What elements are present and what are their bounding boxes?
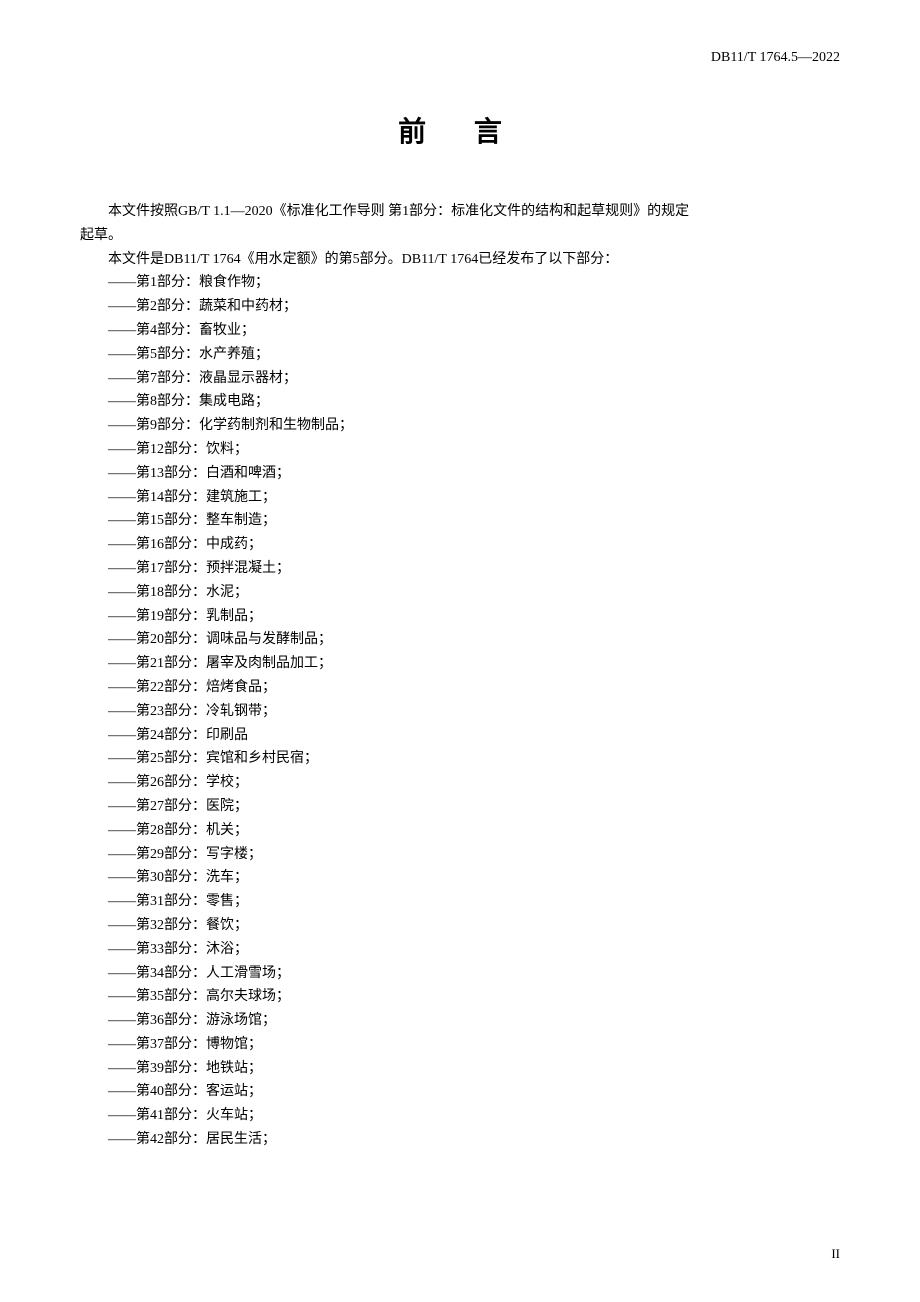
list-item: ——第32部分：餐饮； [80, 914, 840, 938]
list-item: ——第35部分：高尔夫球场； [80, 985, 840, 1009]
list-item: ——第14部分：建筑施工； [80, 486, 840, 510]
intro-paragraph-1: 本文件按照GB/T 1.1—2020《标准化工作导则 第1部分：标准化文件的结构… [80, 200, 840, 224]
list-item: ——第21部分：屠宰及肉制品加工； [80, 652, 840, 676]
list-item: ——第42部分：居民生活； [80, 1128, 840, 1152]
list-item: ——第1部分：粮食作物； [80, 271, 840, 295]
list-item: ——第19部分：乳制品； [80, 605, 840, 629]
list-item: ——第34部分：人工滑雪场； [80, 962, 840, 986]
standard-code: DB11/T 1764.5—2022 [711, 50, 840, 66]
list-item: ——第15部分：整车制造； [80, 509, 840, 533]
list-item: ——第13部分：白酒和啤酒； [80, 462, 840, 486]
list-item: ——第22部分：焙烤食品； [80, 676, 840, 700]
list-item: ——第2部分：蔬菜和中药材； [80, 295, 840, 319]
intro-paragraph-2: 本文件是DB11/T 1764《用水定额》的第5部分。DB11/T 1764已经… [80, 248, 840, 272]
list-item: ——第24部分：印刷品 [80, 724, 840, 748]
list-item: ——第16部分：中成药； [80, 533, 840, 557]
list-item: ——第31部分：零售； [80, 890, 840, 914]
page-title: 前 言 [80, 110, 840, 150]
intro-paragraph-1-cont: 起草。 [80, 224, 840, 248]
list-item: ——第9部分：化学药制剂和生物制品； [80, 414, 840, 438]
list-item: ——第27部分：医院； [80, 795, 840, 819]
list-item: ——第23部分：冷轧钢带； [80, 700, 840, 724]
list-item: ——第36部分：游泳场馆； [80, 1009, 840, 1033]
list-item: ——第33部分：沐浴； [80, 938, 840, 962]
list-item: ——第8部分：集成电路； [80, 390, 840, 414]
list-item: ——第17部分：预拌混凝土； [80, 557, 840, 581]
list-item: ——第12部分：饮料； [80, 438, 840, 462]
list-item: ——第41部分：火车站； [80, 1104, 840, 1128]
list-item: ——第26部分：学校； [80, 771, 840, 795]
list-item: ——第7部分：液晶显示器材； [80, 367, 840, 391]
list-item: ——第5部分：水产养殖； [80, 343, 840, 367]
list-item: ——第29部分：写字楼； [80, 843, 840, 867]
parts-list: ——第1部分：粮食作物；——第2部分：蔬菜和中药材；——第4部分：畜牧业；——第… [80, 271, 840, 1151]
list-item: ——第30部分：洗车； [80, 866, 840, 890]
list-item: ——第4部分：畜牧业； [80, 319, 840, 343]
list-item: ——第37部分：博物馆； [80, 1033, 840, 1057]
list-item: ——第39部分：地铁站； [80, 1057, 840, 1081]
list-item: ——第28部分：机关； [80, 819, 840, 843]
list-item: ——第18部分：水泥； [80, 581, 840, 605]
list-item: ——第40部分：客运站； [80, 1080, 840, 1104]
list-item: ——第25部分：宾馆和乡村民宿； [80, 747, 840, 771]
page-number: II [831, 1246, 840, 1262]
list-item: ——第20部分：调味品与发酵制品； [80, 628, 840, 652]
